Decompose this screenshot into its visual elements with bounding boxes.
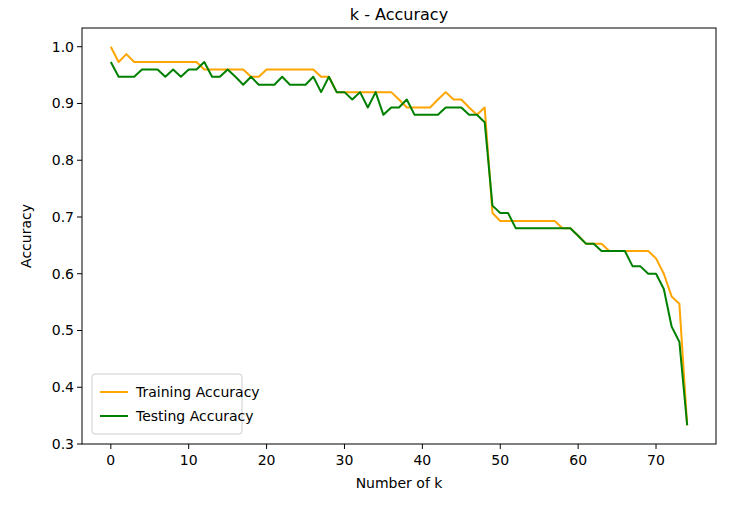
x-tick-label: 60 bbox=[569, 452, 587, 468]
legend: Training Accuracy Testing Accuracy bbox=[92, 374, 260, 434]
chart: k - Accuracy 0 10 20 30 40 50 60 70 0.3 0.4 0.5 0.6 0… bbox=[0, 0, 735, 511]
x-tick-label: 20 bbox=[258, 452, 276, 468]
legend-swatch bbox=[100, 391, 128, 393]
series-line bbox=[111, 62, 687, 425]
legend-box bbox=[92, 374, 242, 434]
x-tick bbox=[500, 444, 501, 449]
legend-label: Training Accuracy bbox=[135, 384, 260, 400]
x-tick-label: 70 bbox=[647, 452, 665, 468]
x-tick bbox=[110, 444, 111, 449]
x-tick-label: 30 bbox=[336, 452, 354, 468]
x-tick bbox=[422, 444, 423, 449]
legend-swatch bbox=[100, 415, 128, 417]
x-axis-label: Number of k bbox=[356, 475, 444, 491]
y-tick-label: 0.6 bbox=[52, 266, 74, 282]
plot-lines bbox=[111, 47, 687, 426]
y-tick bbox=[77, 103, 82, 104]
x-tick bbox=[266, 444, 267, 449]
x-tick bbox=[188, 444, 189, 449]
y-tick-label: 0.4 bbox=[52, 379, 74, 395]
y-tick bbox=[77, 444, 82, 445]
plot-frame bbox=[82, 28, 716, 444]
y-tick bbox=[77, 46, 82, 47]
title: k - Accuracy bbox=[350, 5, 448, 24]
legend-label: Testing Accuracy bbox=[135, 408, 254, 424]
series-line bbox=[111, 47, 687, 426]
x-tick-label: 0 bbox=[106, 452, 115, 468]
y-tick bbox=[77, 160, 82, 161]
y-axis-label: Accuracy bbox=[18, 204, 34, 268]
y-tick-label: 0.7 bbox=[52, 209, 74, 225]
x-tick bbox=[344, 444, 345, 449]
x-tick-label: 50 bbox=[491, 452, 509, 468]
y-tick-label: 0.8 bbox=[52, 152, 74, 168]
y-tick-label: 0.3 bbox=[52, 436, 74, 452]
x-tick bbox=[578, 444, 579, 449]
x-tick-label: 10 bbox=[180, 452, 198, 468]
background bbox=[0, 0, 735, 511]
y-tick bbox=[77, 273, 82, 274]
y-tick bbox=[77, 387, 82, 388]
x-tick bbox=[656, 444, 657, 449]
y-tick-label: 1.0 bbox=[52, 39, 74, 55]
y-tick-label: 0.9 bbox=[52, 95, 74, 111]
y-tick bbox=[77, 330, 82, 331]
y-tick bbox=[77, 216, 82, 217]
y-tick-label: 0.5 bbox=[52, 322, 74, 338]
x-tick-label: 40 bbox=[413, 452, 431, 468]
